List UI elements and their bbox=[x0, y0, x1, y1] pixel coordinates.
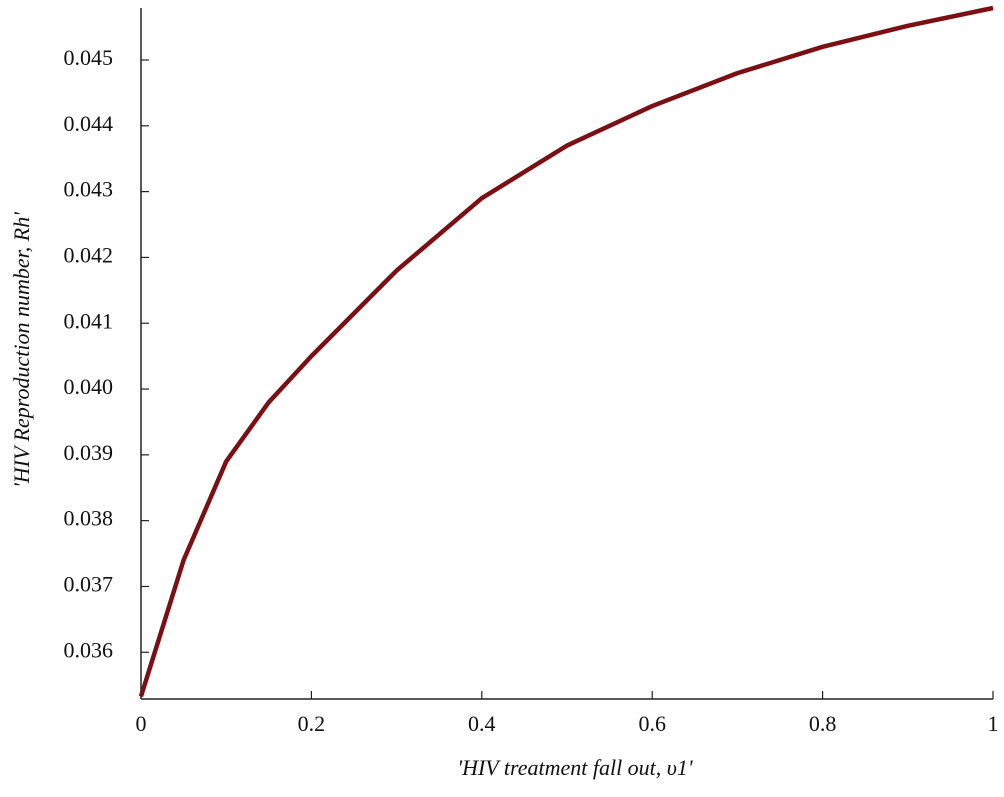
x-axis-label: 'HIV treatment fall out, υ1' bbox=[457, 755, 693, 780]
y-axis-label: 'HIV Reproduction number, Rh' bbox=[9, 212, 34, 488]
y-tick-label: 0.039 bbox=[64, 440, 114, 465]
y-tick-label: 0.041 bbox=[64, 308, 114, 333]
x-tick-label: 0 bbox=[136, 711, 147, 736]
y-tick-label: 0.040 bbox=[64, 374, 114, 399]
y-tick-label: 0.038 bbox=[64, 506, 114, 531]
x-tick-label: 0.6 bbox=[638, 711, 666, 736]
y-tick-label: 0.042 bbox=[64, 242, 114, 267]
x-tick-label: 0.2 bbox=[298, 711, 326, 736]
y-tick-label: 0.045 bbox=[64, 45, 114, 70]
y-tick-label: 0.037 bbox=[64, 572, 114, 597]
x-tick-label: 1 bbox=[988, 711, 999, 736]
y-tick-label: 0.036 bbox=[64, 637, 114, 662]
x-tick-label: 0.8 bbox=[809, 711, 837, 736]
y-tick-label: 0.043 bbox=[64, 177, 114, 202]
data-line bbox=[138, 5, 994, 698]
x-tick-label: 0.4 bbox=[468, 711, 496, 736]
y-tick-label: 0.044 bbox=[64, 111, 114, 136]
